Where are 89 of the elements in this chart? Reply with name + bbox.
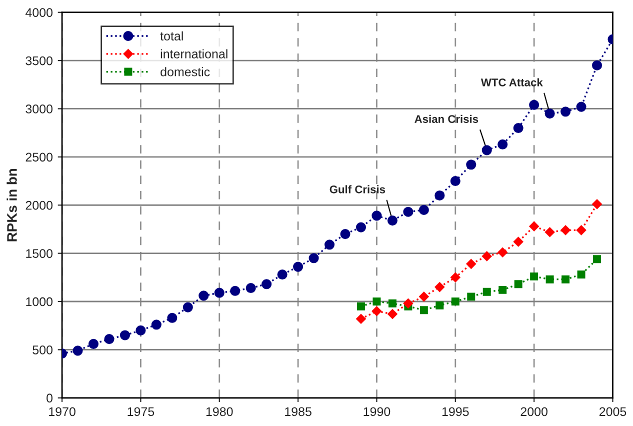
- point: [592, 60, 602, 70]
- point: [293, 262, 304, 272]
- point: [120, 330, 130, 340]
- point: [451, 298, 460, 306]
- point: [544, 227, 555, 238]
- point: [372, 210, 382, 221]
- y-tick-label: 2500: [26, 152, 53, 162]
- point: [576, 225, 586, 236]
- point: [514, 280, 522, 288]
- annotation: WTC Attack: [480, 78, 543, 86]
- y-tick-label: 1000: [26, 297, 53, 306]
- point: [420, 306, 428, 314]
- point: [356, 314, 366, 324]
- point: [576, 102, 586, 112]
- x-tick-label: 1990: [364, 407, 390, 416]
- x-tick-label: 1975: [128, 407, 154, 416]
- x-tick-label: 1985: [285, 407, 312, 416]
- point: [529, 221, 540, 232]
- point: [356, 222, 366, 232]
- y-tick-label: 4000: [25, 8, 53, 18]
- x-tick-label: 1980: [206, 407, 233, 416]
- point: [372, 306, 382, 316]
- y-tick-label: 0: [46, 394, 53, 403]
- point: [544, 108, 555, 119]
- point: [340, 229, 350, 240]
- point: [529, 100, 540, 110]
- point: [198, 290, 209, 301]
- point: [436, 301, 444, 310]
- y-axis-title: RPKs in bn: [6, 168, 17, 242]
- x-tick-label: 2000: [520, 407, 548, 416]
- point: [403, 298, 414, 308]
- point: [560, 106, 571, 117]
- point: [466, 258, 476, 269]
- point: [182, 302, 193, 312]
- point: [498, 247, 508, 258]
- y-tick-label: 500: [32, 345, 53, 354]
- legend-label: total: [160, 31, 183, 40]
- annotation: Asian Crisis: [414, 114, 478, 123]
- point: [450, 176, 460, 186]
- point: [418, 292, 429, 302]
- point: [482, 288, 491, 296]
- point: [434, 190, 445, 201]
- y-tick-label: 3500: [26, 56, 53, 66]
- annotation: Gulf Crisis: [330, 185, 386, 194]
- y-tick-label: 1500: [26, 249, 53, 258]
- point: [167, 312, 178, 323]
- point: [262, 279, 272, 290]
- point: [403, 206, 414, 217]
- point: [308, 253, 319, 264]
- point: [104, 334, 114, 344]
- x-tick-label: 1970: [49, 407, 76, 416]
- point: [357, 302, 365, 310]
- point: [136, 325, 146, 336]
- point: [513, 122, 524, 134]
- point: [372, 298, 381, 306]
- y-tick-label: 3000: [26, 104, 53, 114]
- point: [498, 286, 507, 294]
- point: [324, 240, 335, 250]
- point: [434, 282, 445, 292]
- legend-label: international: [160, 49, 228, 58]
- point: [214, 288, 224, 298]
- point: [498, 139, 508, 150]
- point: [387, 216, 398, 226]
- point: [230, 286, 240, 296]
- point: [546, 275, 554, 284]
- point: [467, 292, 476, 301]
- point: [482, 251, 492, 262]
- point: [72, 346, 83, 356]
- point: [388, 309, 398, 319]
- point: [88, 338, 99, 349]
- point: [592, 199, 602, 210]
- point: [388, 299, 396, 308]
- legend-label: domestic: [160, 67, 210, 76]
- point: [450, 272, 460, 282]
- point: [151, 320, 162, 330]
- point: [513, 236, 524, 247]
- point: [530, 272, 538, 280]
- x-tick-label: 2005: [599, 407, 626, 416]
- point: [577, 270, 586, 279]
- point: [482, 145, 492, 156]
- y-tick-label: 2000: [26, 200, 53, 210]
- point: [593, 255, 601, 264]
- point: [418, 204, 429, 215]
- point: [560, 225, 570, 236]
- x-tick-label: 1995: [442, 407, 469, 416]
- point: [246, 282, 256, 294]
- point: [562, 275, 570, 284]
- point: [466, 160, 476, 170]
- point: [277, 269, 288, 280]
